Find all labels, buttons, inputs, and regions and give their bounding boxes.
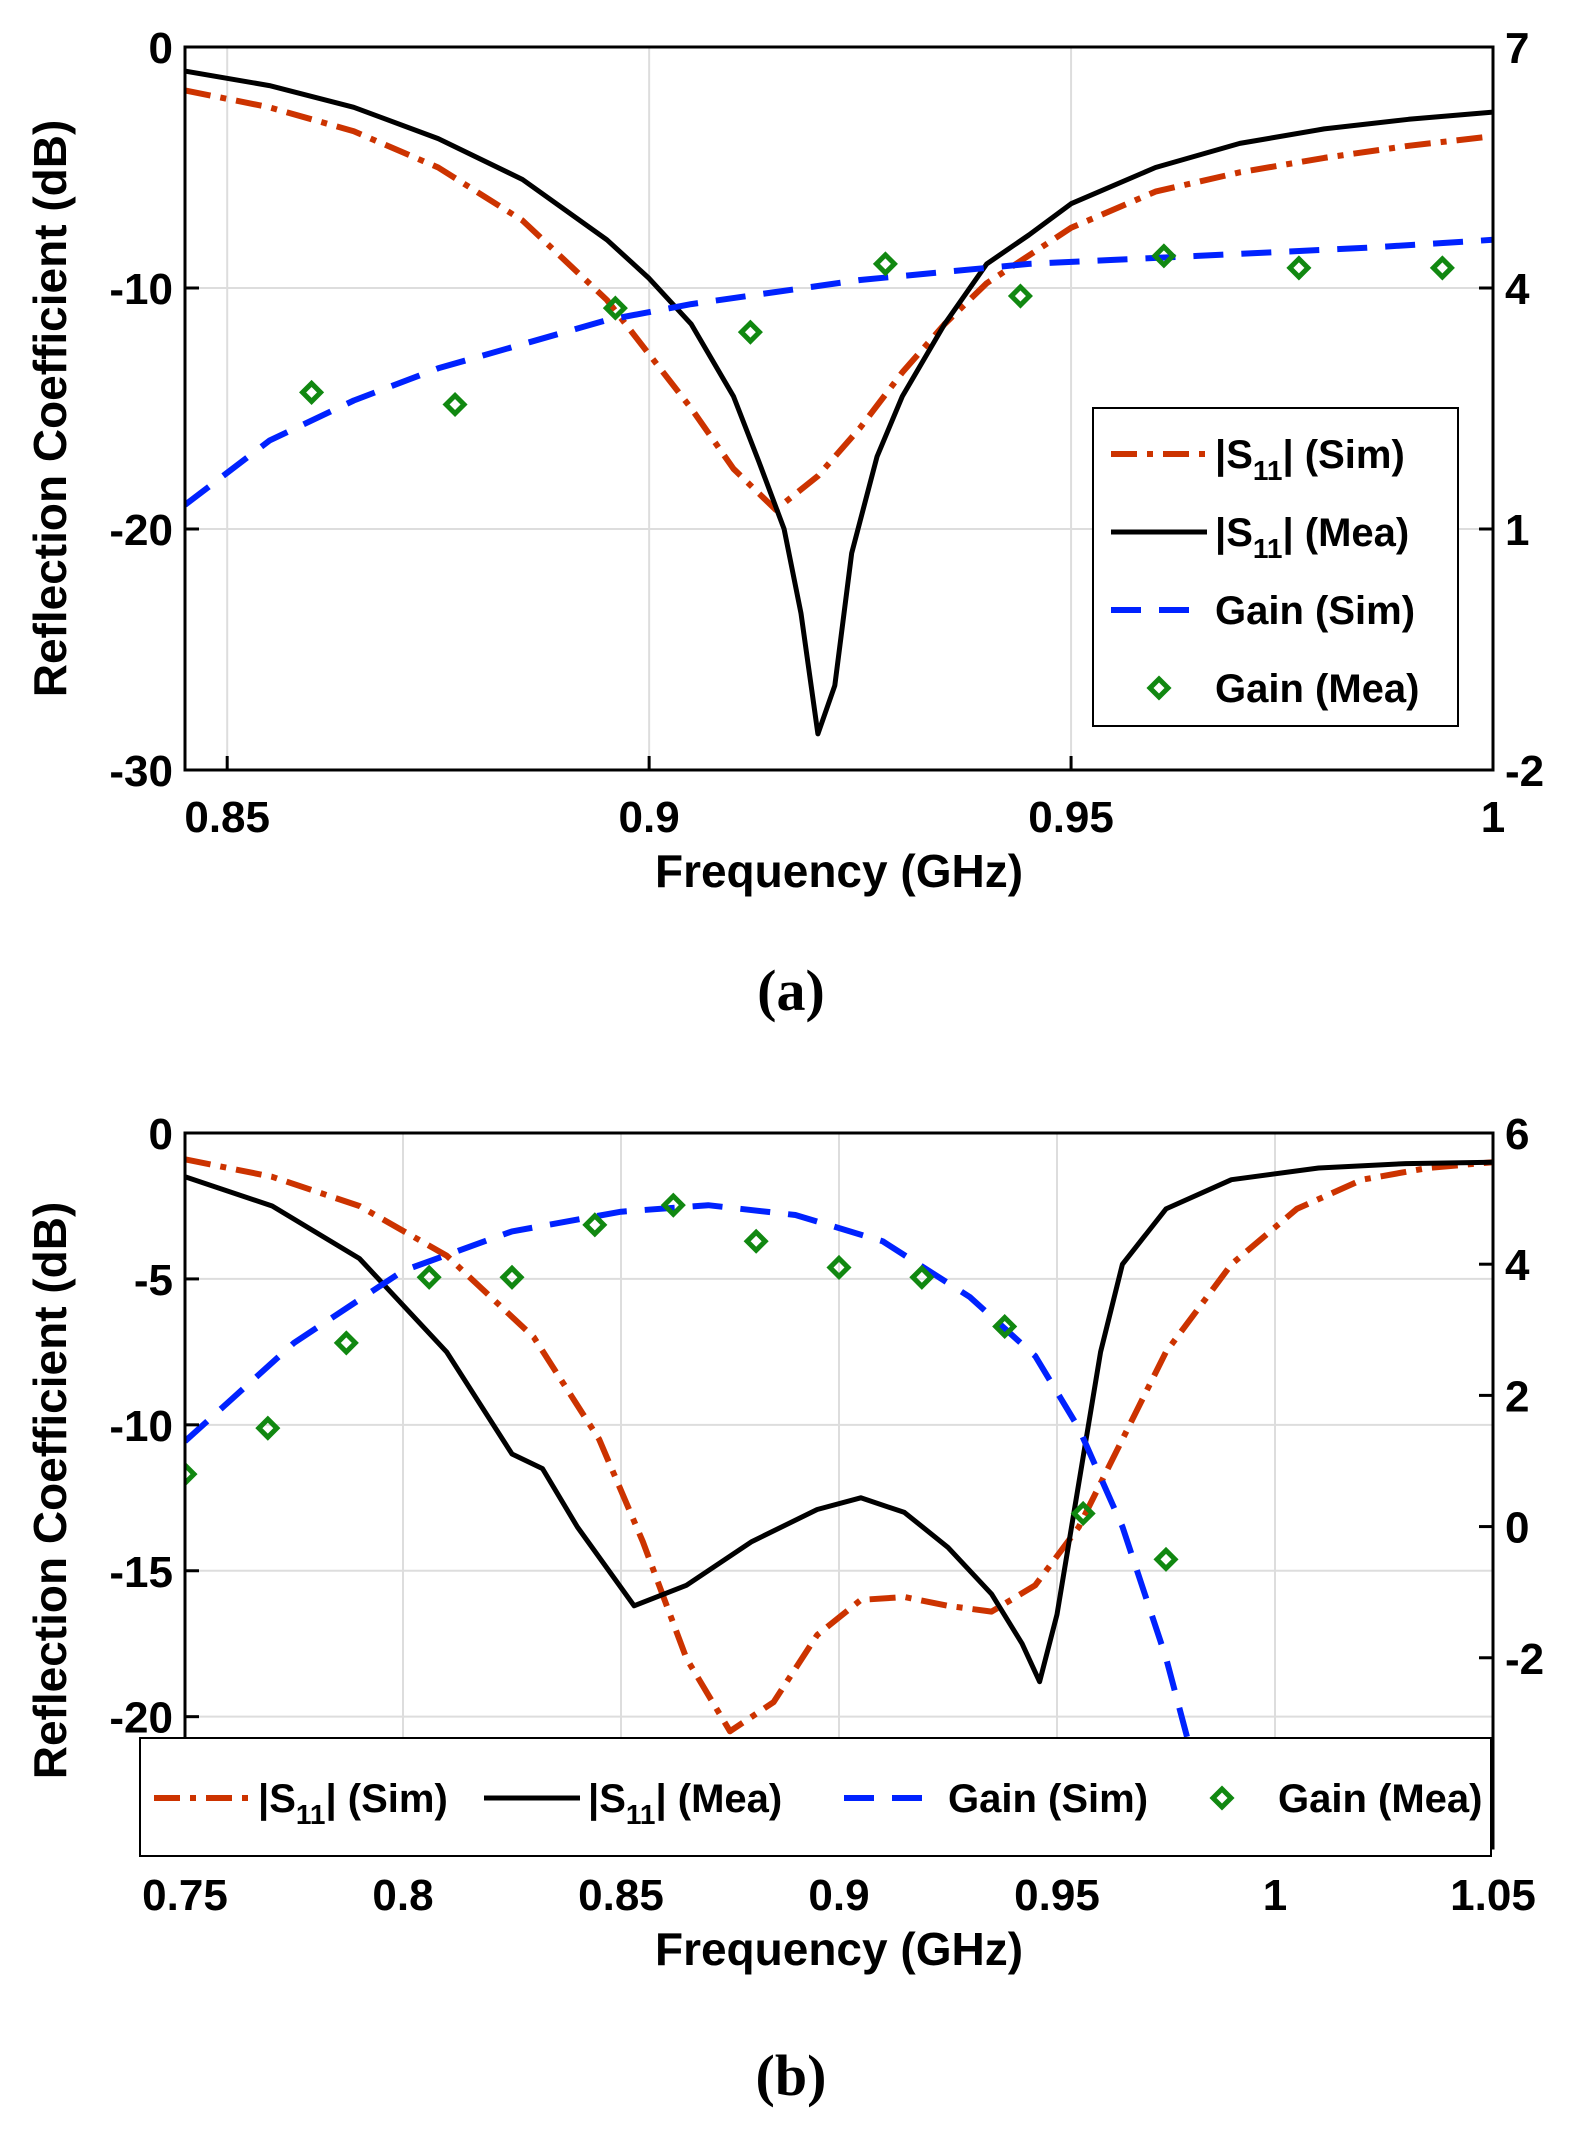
- gain-mea-point: [872, 251, 898, 277]
- gain-mea-point: [826, 1254, 852, 1281]
- gain-mea-point: [1151, 243, 1177, 269]
- y-tick-label-left: -15: [109, 1548, 173, 1597]
- x-tick-label: 0.85: [578, 1871, 664, 1920]
- y-tick-label-right: 7: [1505, 24, 1529, 73]
- y-axis-label: Reflection Coefficient (dB): [24, 120, 76, 698]
- y-tick-label-right: 6: [1505, 1110, 1529, 1159]
- y-tick-label-left: -20: [109, 1694, 173, 1743]
- gain-mea-point: [660, 1192, 686, 1218]
- series-line-1: [185, 68, 1493, 737]
- y-tick-label-right: 2: [1505, 1372, 1529, 1421]
- gain-mea-point: [1007, 283, 1033, 309]
- panel-b: 0.75 0.8 0.85 0.9 0.95 1 1.05-20-15-10-50-2024…: [24, 1110, 1544, 2108]
- legend-item: Gain (Mea): [1209, 1777, 1482, 1821]
- gain-mea-point: [333, 1330, 359, 1356]
- x-tick-label: 0.95: [1028, 793, 1114, 842]
- panel-caption: (a): [757, 958, 825, 1023]
- gain-mea-point: [1070, 1500, 1096, 1526]
- legend-box: [1092, 407, 1459, 727]
- x-tick-label: 1: [1481, 793, 1505, 842]
- x-tick-label: 0.9: [808, 1871, 869, 1920]
- gain-mea-point: [737, 319, 763, 345]
- legend-item: |S11| (Mea): [484, 1777, 782, 1830]
- series-line-0: [185, 1156, 1493, 1735]
- legend-item: |S11| (Sim): [1111, 433, 1405, 486]
- legend-label: Gain (Sim): [1215, 589, 1415, 633]
- legend-item: Gain (Sim): [1111, 589, 1415, 633]
- gain-mea-point: [992, 1313, 1018, 1340]
- legend-label: |S11| (Mea): [588, 1777, 782, 1830]
- gain-mea-point: [499, 1264, 525, 1290]
- gain-mea-point: [1429, 255, 1455, 281]
- y-tick-label-right: 0: [1505, 1504, 1529, 1553]
- y-tick-label-left: -30: [109, 747, 173, 796]
- y-tick-label-left: -10: [109, 265, 173, 314]
- gain-mea-point: [909, 1264, 935, 1290]
- legend-label: Gain (Mea): [1278, 1777, 1482, 1821]
- gain-mea-point: [442, 391, 468, 418]
- x-tick-label: 0.95: [1014, 1871, 1100, 1920]
- gain-mea-point: [1286, 255, 1312, 281]
- series-line-2: [185, 236, 1493, 508]
- plot-frame: [183, 45, 1495, 772]
- gain-mea-point: [299, 379, 325, 405]
- y-tick-label-right: -2: [1505, 1635, 1544, 1684]
- gain-mea-point: [602, 295, 628, 321]
- y-tick-label-left: -10: [109, 1402, 173, 1451]
- y-tick-label-left: 0: [149, 24, 173, 73]
- series-line-0: [185, 87, 1493, 513]
- series-line-2: [185, 1202, 1231, 1848]
- legend-label: |S11| (Sim): [258, 1777, 448, 1830]
- legend-item: |S11| (Sim): [154, 1777, 448, 1830]
- gain-mea-point: [255, 1415, 281, 1441]
- x-tick-label: 1.05: [1450, 1871, 1536, 1920]
- gain-mea-point: [416, 1264, 442, 1290]
- legend-label: |S11| (Mea): [1215, 511, 1409, 564]
- y-axis-label: Reflection Coefficient (dB): [24, 1202, 76, 1780]
- legend-label: |S11| (Sim): [1215, 433, 1405, 486]
- legend: |S11| (Sim) |S11| (Mea) Gain (Sim) Gain (Me…: [139, 1737, 1492, 1857]
- legend-label: Gain (Sim): [948, 1777, 1148, 1821]
- x-tick-label: 0.8: [372, 1871, 433, 1920]
- legend-marker: [1146, 675, 1172, 701]
- legend-marker: [1209, 1785, 1235, 1811]
- x-tick-label: 0.75: [142, 1871, 228, 1920]
- legend: |S11| (Sim) |S11| (Mea) Gain (Sim) Gain (Me…: [1092, 407, 1459, 727]
- gain-mea-point: [582, 1212, 608, 1238]
- y-tick-label-right: 1: [1505, 506, 1529, 555]
- x-tick-label: 0.9: [619, 793, 680, 842]
- gain-mea-point: [185, 1461, 198, 1487]
- gain-mea-point: [743, 1228, 769, 1254]
- y-tick-label-right: 4: [1505, 265, 1530, 314]
- gain-mea-point: [1153, 1546, 1179, 1572]
- legend-label: Gain (Mea): [1215, 667, 1419, 711]
- x-tick-label: 0.85: [184, 793, 270, 842]
- y-tick-label-right: 4: [1505, 1241, 1530, 1290]
- x-tick-label: 1: [1263, 1871, 1287, 1920]
- y-tick-label-right: -2: [1505, 747, 1544, 796]
- x-axis-label: Frequency (GHz): [655, 1923, 1023, 1975]
- panel-caption: (b): [756, 2043, 827, 2108]
- legend-item: |S11| (Mea): [1111, 511, 1409, 564]
- y-tick-label-left: 0: [149, 1110, 173, 1159]
- y-tick-label-left: -20: [109, 506, 173, 555]
- legend-item: Gain (Mea): [1146, 667, 1419, 711]
- series-line-1: [185, 1159, 1493, 1685]
- x-axis-label: Frequency (GHz): [655, 845, 1023, 897]
- legend-box: [139, 1737, 1492, 1857]
- y-tick-label-left: -5: [134, 1256, 173, 1305]
- legend-item: Gain (Sim): [844, 1777, 1148, 1821]
